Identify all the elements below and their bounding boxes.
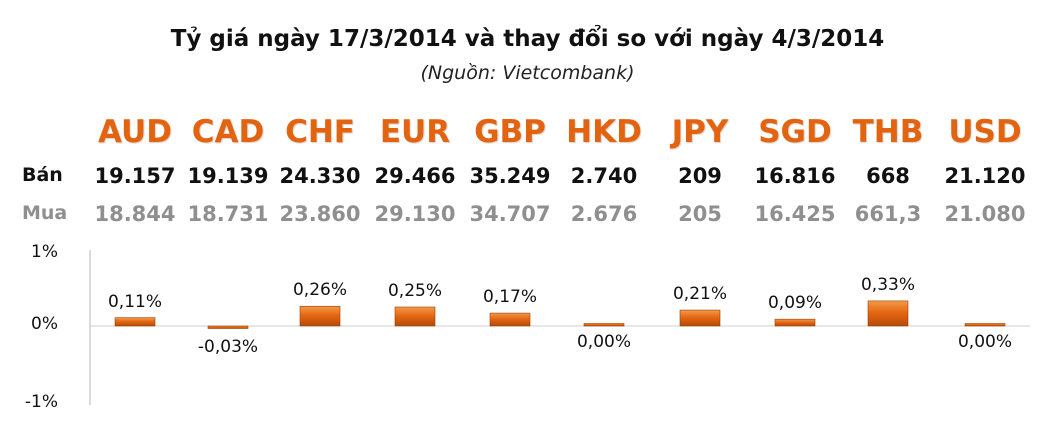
sell-rate-thb: 668 <box>866 164 910 188</box>
buy-rate-thb: 661,3 <box>854 202 922 226</box>
bar-cad <box>207 325 249 329</box>
chart-subtitle: (Nguồn: Vietcombank) <box>420 62 635 84</box>
sell-rate-jpy: 209 <box>678 164 722 188</box>
bar-eur <box>394 306 436 327</box>
bar-label-eur: 0,25% <box>387 281 442 301</box>
bar-label-hkd: 0,00% <box>576 332 631 352</box>
bar-label-usd: 0,00% <box>957 332 1012 352</box>
buy-rate-usd: 21.080 <box>944 202 1026 226</box>
sell-rate-aud: 19.157 <box>94 164 176 188</box>
y-tick-bottom: -1% <box>24 392 58 412</box>
bar-label-thb: 0,33% <box>860 274 915 295</box>
sell-rate-usd: 21.120 <box>944 164 1026 188</box>
sell-rate-chf: 24.330 <box>279 164 361 188</box>
bar-label-gbp: 0,17% <box>482 287 537 308</box>
bar-chf <box>299 305 341 327</box>
bar-label-cad: -0,03% <box>197 336 259 357</box>
buy-rate-eur: 29.130 <box>374 202 456 226</box>
bar-label-chf: 0,26% <box>292 280 347 301</box>
buy-rate-cad: 18.731 <box>187 202 269 226</box>
buy-rate-hkd: 2.676 <box>570 202 638 226</box>
y-tick-top: 1% <box>31 242 58 262</box>
currency-code-aud: AUD <box>98 114 172 150</box>
bar-sgd <box>774 318 816 327</box>
sell-rate-eur: 29.466 <box>374 164 456 188</box>
currency-code-hkd: HKD <box>566 114 642 150</box>
bar-usd <box>964 323 1006 327</box>
currency-code-usd: USD <box>948 114 1022 150</box>
bar-thb <box>867 300 909 327</box>
bar-jpy <box>679 309 721 327</box>
sell-rate-gbp: 35.249 <box>469 164 551 188</box>
bar-label-jpy: 0,21% <box>672 284 727 305</box>
currency-code-gbp: GBP <box>474 114 546 150</box>
sell-rate-hkd: 2.740 <box>570 164 638 188</box>
currency-code-eur: EUR <box>379 114 451 150</box>
buy-rate-gbp: 34.707 <box>469 202 551 226</box>
buy-row-label: Mua <box>22 202 68 224</box>
bar-aud <box>114 317 156 327</box>
bar-gbp <box>489 312 531 327</box>
currency-code-sgd: SGD <box>758 114 832 150</box>
currency-code-thb: THB <box>852 114 924 150</box>
sell-row-label: Bán <box>22 164 63 186</box>
chart-title: Tỷ giá ngày 17/3/2014 và thay đổi so với… <box>170 26 885 52</box>
buy-rate-sgd: 16.425 <box>754 202 836 226</box>
bar-label-aud: 0,11% <box>107 291 162 312</box>
bar-hkd <box>583 323 625 327</box>
buy-rate-jpy: 205 <box>678 202 722 226</box>
buy-rate-aud: 18.844 <box>94 202 176 226</box>
y-tick-zero: 0% <box>31 314 58 334</box>
currency-code-jpy: JPY <box>671 114 729 150</box>
currency-code-chf: CHF <box>285 114 355 150</box>
currency-code-cad: CAD <box>191 114 265 150</box>
bar-label-sgd: 0,09% <box>767 293 822 314</box>
buy-rate-chf: 23.860 <box>279 202 361 226</box>
sell-rate-cad: 19.139 <box>187 164 269 188</box>
sell-rate-sgd: 16.816 <box>754 164 836 188</box>
